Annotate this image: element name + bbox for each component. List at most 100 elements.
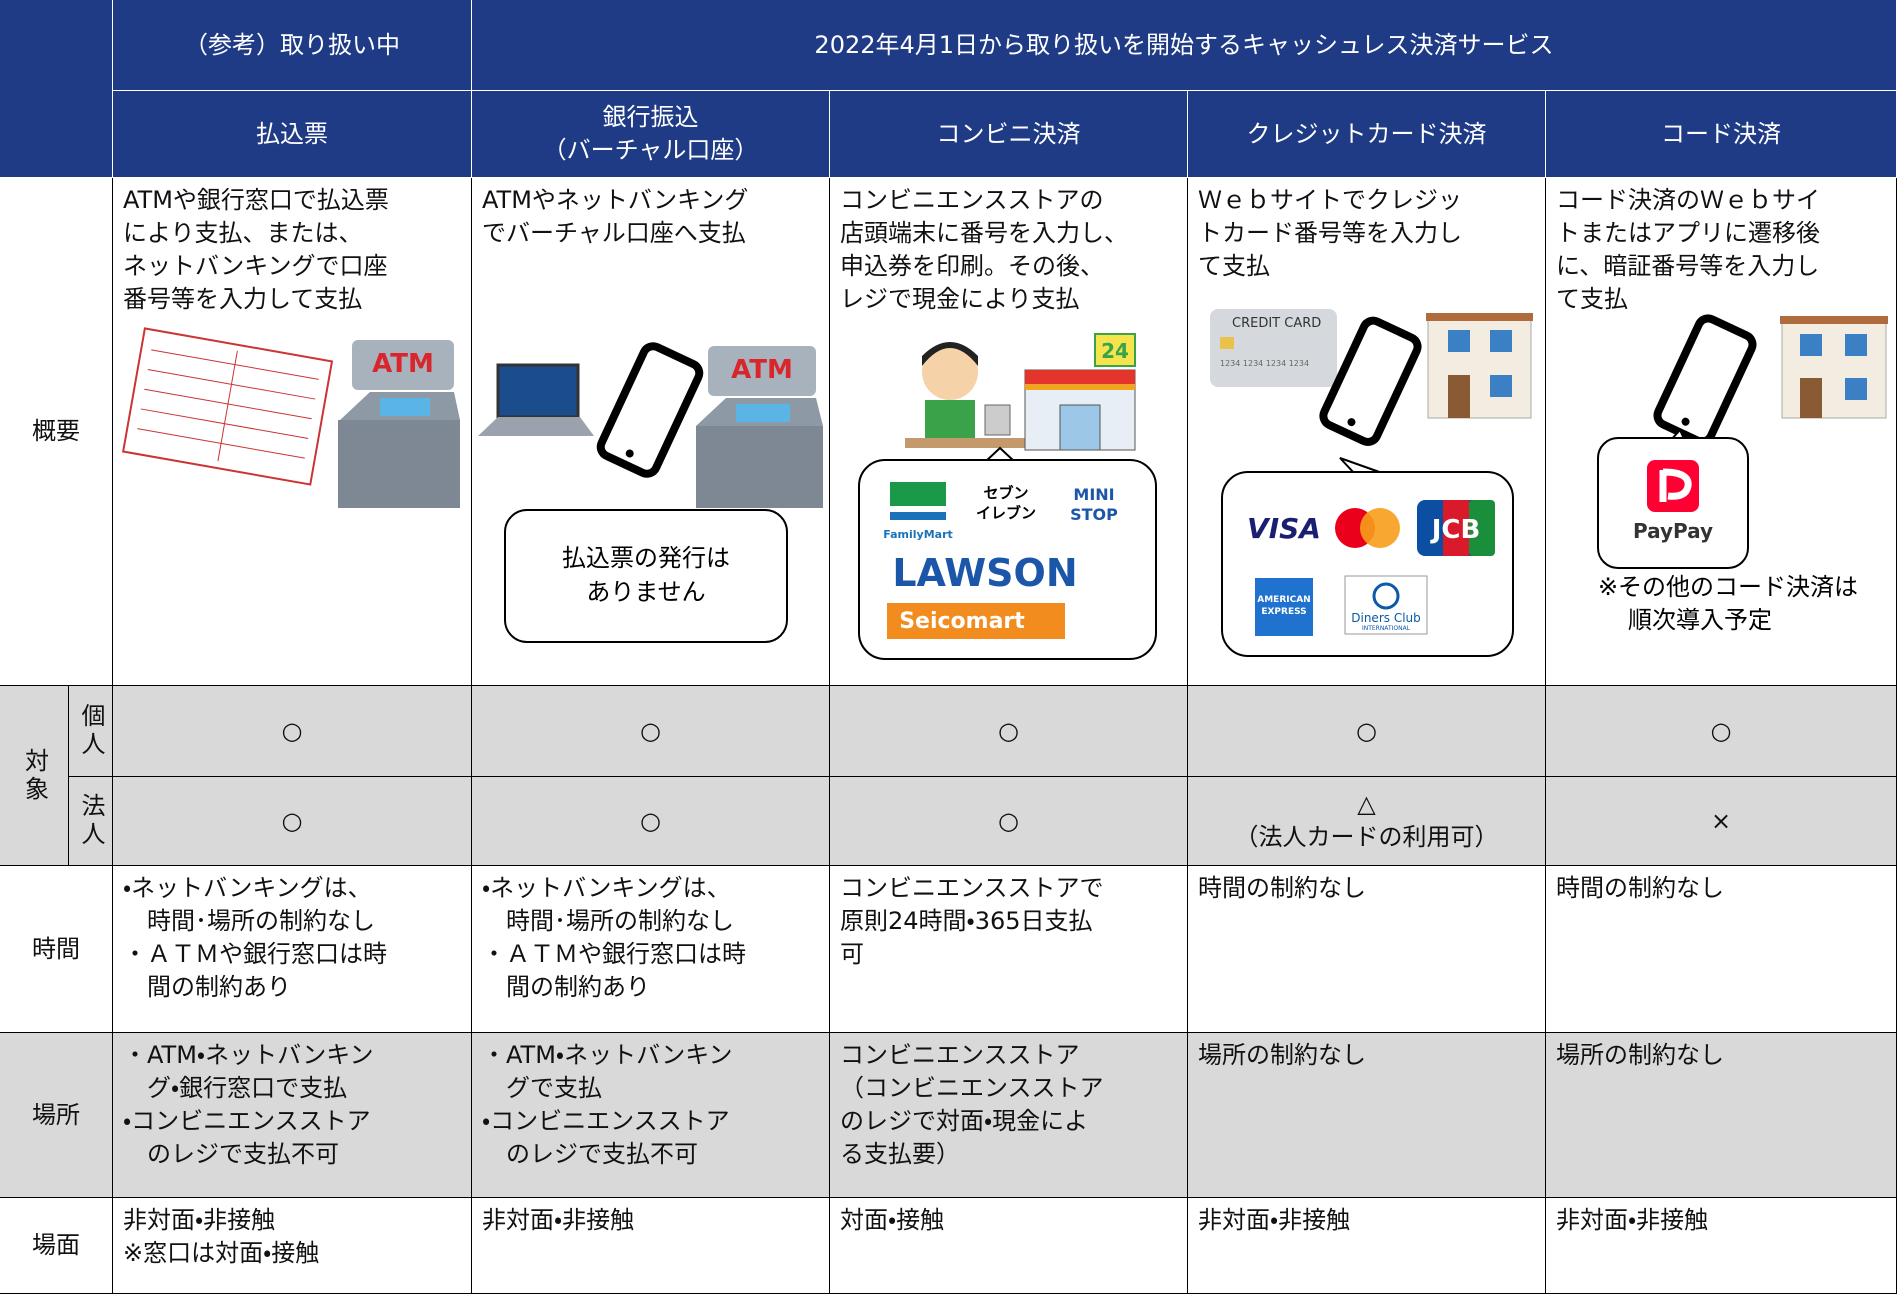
cell-text: ・ネットバンキングは、 時間･場所の制約なし ・ＡＴＭや銀行窓口は時 間の制約あり: [472, 866, 830, 1033]
row-label: 場所: [0, 1033, 113, 1198]
text-line: ・ネットバンキングは、: [123, 874, 372, 902]
text-line: 原則24時間・365日支払: [840, 907, 1093, 935]
text-line: 時間･場所の制約なし: [482, 907, 734, 935]
corner-header: [0, 0, 113, 178]
cell-text: 非対面・非接触 ※窓口は対面・接触: [113, 1198, 472, 1294]
cell-text: 非対面・非接触: [1188, 1198, 1546, 1294]
cell-text: 時間の制約なし: [1188, 866, 1546, 1033]
text-line: 銀行振込: [602, 103, 699, 131]
column-header: 払込票: [113, 91, 472, 178]
cell-mark: ○: [472, 686, 830, 777]
text-line: 個人: [77, 703, 105, 759]
text-line: 法人: [77, 793, 105, 849]
text-line: のレジで対面・現金によ: [840, 1107, 1089, 1135]
cell-text: コード決済のＷｅｂサイ トまたはアプリに遷移後 に、暗証番号等を入力し て支払: [1546, 178, 1897, 686]
column-header: コンビニ決済: [830, 91, 1188, 178]
text-line: ※窓口は対面・接触: [123, 1239, 320, 1267]
text-line: る支払要）: [840, 1140, 960, 1168]
text-line: ○: [998, 716, 1019, 745]
text-line: のレジで支払不可: [123, 1140, 339, 1168]
text-line: ・ATM・ネットバンキン: [482, 1041, 733, 1069]
cell-text: 非対面・非接触: [1546, 1198, 1897, 1294]
text-line: ○: [640, 716, 661, 745]
text-line: ・ＡＴＭや銀行窓口は時: [123, 940, 387, 968]
text-line: ・コンビニエンスストア: [123, 1107, 371, 1135]
text-line: （バーチャル口座）: [542, 136, 759, 164]
cell-text: コンビニエンスストアで 原則24時間・365日支払可: [830, 866, 1188, 1033]
text-line: 時間の制約なし: [1556, 874, 1724, 902]
cell-text: 非対面・非接触: [472, 1198, 830, 1294]
text-line: 番号等を入力して支払: [123, 285, 363, 313]
cell-text: Ｗｅｂサイトでクレジッ トカード番号等を入力し て支払: [1188, 178, 1546, 686]
cell-mark: ×: [1546, 777, 1897, 866]
text-line: 可: [840, 940, 864, 968]
text-line: コンビニエンスストアで: [840, 874, 1104, 902]
text-line: コンビニエンスストア: [840, 1041, 1080, 1069]
text-line: レジで現金により支払: [840, 285, 1080, 313]
text-line: クレジットカード決済: [1246, 119, 1487, 148]
text-line: 場所の制約なし: [1198, 1041, 1366, 1069]
text-line: （コンビニエンスストア: [840, 1074, 1104, 1102]
text-line: て支払: [1198, 252, 1270, 280]
text-line: コード決済: [1661, 119, 1781, 148]
cell-mark: ○: [1546, 686, 1897, 777]
cell-mark: △ （法人カードの利用可）: [1188, 777, 1546, 866]
text-line: トまたはアプリに遷移後: [1556, 219, 1820, 247]
group-header: （参考）取り扱い中: [113, 0, 472, 91]
text-line: （参考）取り扱い中: [184, 30, 400, 59]
text-line: ○: [1710, 716, 1732, 745]
sub-row-label: 法人: [69, 777, 113, 866]
cell-mark: ○: [830, 777, 1188, 866]
text-line: 時間･場所の制約なし: [123, 907, 375, 935]
text-line: （法人カードの利用可）: [1234, 823, 1499, 851]
cell-text: 場所の制約なし: [1188, 1033, 1546, 1198]
text-line: 場面: [32, 1231, 80, 1259]
text-line: により支払、または、: [123, 219, 363, 247]
cell-text: コンビニエンスストアの 店頭端末に番号を入力し、 申込券を印刷。その後、 レジで現金に…: [830, 178, 1188, 686]
text-line: て支払: [1556, 285, 1628, 313]
text-line: ○: [640, 806, 661, 835]
column-header: クレジットカード決済: [1188, 91, 1546, 178]
text-line: でバーチャル口座へ支払: [482, 219, 746, 247]
cell-mark: ○: [113, 777, 472, 866]
text-line: 場所の制約なし: [1556, 1041, 1724, 1069]
group-header: 2022年4月1日から取り扱いを開始するキャッシュレス決済サービス: [472, 0, 1897, 91]
text-line: ×: [1710, 806, 1732, 835]
text-line: 場所: [32, 1100, 80, 1129]
text-line: 時間: [32, 934, 80, 963]
text-line: ATMやネットバンキング: [482, 186, 749, 214]
cell-mark: ○: [113, 686, 472, 777]
text-line: のレジで支払不可: [482, 1140, 698, 1168]
text-line: ○: [281, 806, 303, 835]
cell-text: 場所の制約なし: [1546, 1033, 1897, 1198]
text-line: コード決済のＷｅｂサイ: [1556, 186, 1820, 214]
cell-text: ・ATM・ネットバンキン グで支払 ・コンビニエンスストア のレジで支払不可: [472, 1033, 830, 1198]
text-line: ・ATM・ネットバンキン: [123, 1041, 374, 1069]
text-line: 間の制約あり: [123, 973, 291, 1001]
row-label: 概要: [0, 178, 113, 686]
text-line: ○: [281, 716, 303, 745]
row-label: 場面: [0, 1198, 113, 1294]
cell-text: ・ATM・ネットバンキン グ・銀行窓口で支払 ・コンビニエンスストア のレジで支払…: [113, 1033, 472, 1198]
cell-text: 時間の制約なし: [1546, 866, 1897, 1033]
text-line: 非対面・非接触: [123, 1206, 276, 1234]
text-line: ATMや銀行窓口で払込票: [123, 186, 389, 214]
text-line: △: [1357, 790, 1376, 818]
text-line: 払込票: [256, 119, 328, 148]
cell-text: 対面・接触: [830, 1198, 1188, 1294]
text-line: ネットバンキングで口座: [123, 252, 388, 280]
text-line: ○: [998, 806, 1019, 835]
row-label: 対象: [0, 686, 69, 866]
cell-mark: ○: [472, 777, 830, 866]
text-line: トカード番号等を入力し: [1198, 219, 1462, 247]
text-line: ○: [1356, 716, 1377, 745]
sub-row-label: 個人: [69, 686, 113, 777]
text-line: 申込券を印刷。その後、: [840, 252, 1104, 280]
text-line: ・ネットバンキングは、: [482, 874, 731, 902]
text-line: グで支払: [482, 1074, 602, 1102]
text-line: ・ＡＴＭや銀行窓口は時: [482, 940, 746, 968]
text-line: 時間の制約なし: [1198, 874, 1366, 902]
text-line: 店頭端末に番号を入力し、: [840, 219, 1128, 247]
text-line: 2022年4月1日から取り扱いを開始するキャッシュレス決済サービス: [814, 30, 1554, 59]
